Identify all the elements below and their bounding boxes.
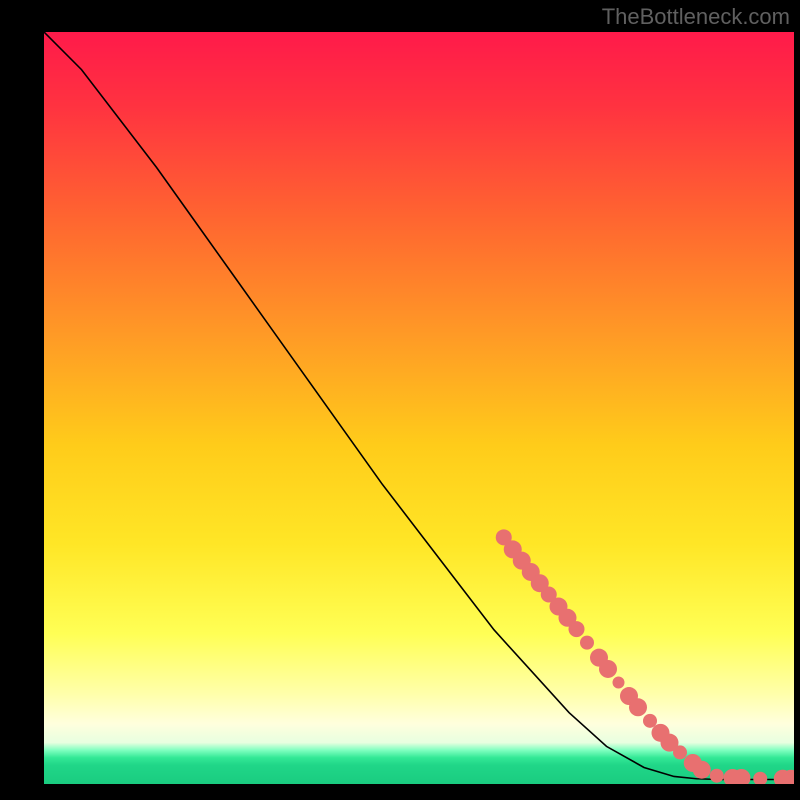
data-marker [710, 769, 724, 783]
data-marker [613, 676, 625, 688]
data-marker [569, 621, 585, 637]
data-marker [580, 636, 594, 650]
data-marker [673, 745, 687, 759]
data-marker [599, 660, 617, 678]
data-marker [643, 714, 657, 728]
marker-group [496, 529, 794, 784]
watermark-text: TheBottleneck.com [602, 4, 790, 30]
data-marker [629, 698, 647, 716]
plot-area [44, 32, 794, 784]
chart-svg [44, 32, 794, 784]
data-marker [693, 761, 711, 779]
data-marker [753, 772, 767, 784]
curve-line [44, 32, 794, 779]
